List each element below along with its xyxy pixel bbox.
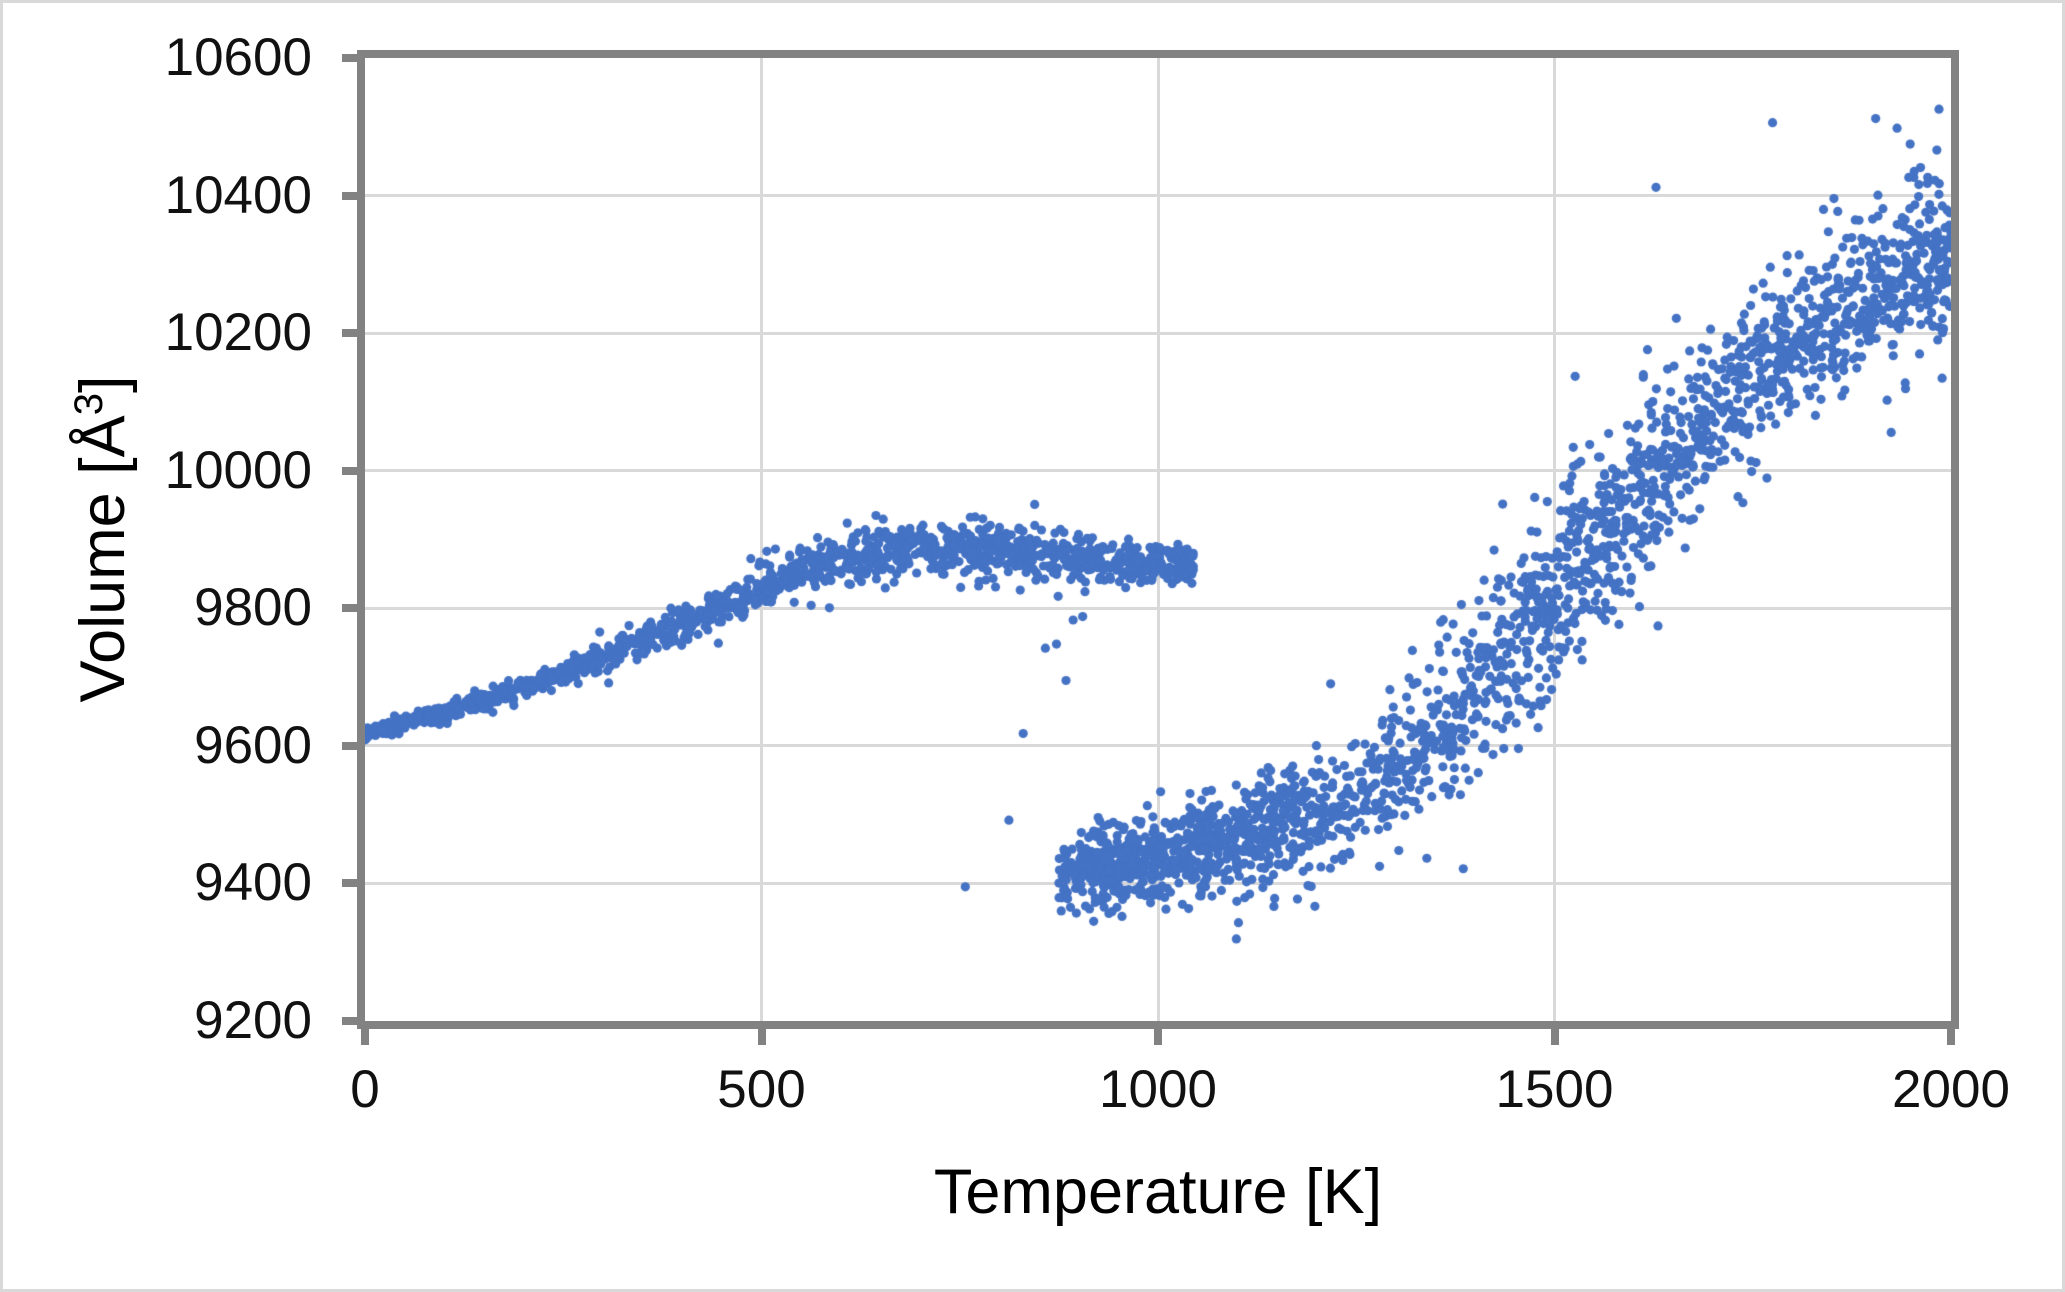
x-axis-tick	[1947, 1029, 1955, 1045]
x-axis-tick	[757, 1029, 766, 1045]
y-axis-title-superscript: 3	[67, 393, 111, 416]
y-axis-tick	[342, 879, 357, 888]
x-tick-label: 500	[717, 1060, 806, 1119]
y-axis-tick	[342, 466, 357, 475]
x-tick-label: 0	[350, 1060, 380, 1119]
y-axis-tick	[342, 604, 357, 613]
y-axis-title-close: ]	[68, 375, 138, 394]
y-axis-tick	[342, 329, 357, 338]
y-axis-title-base: Volume [Å	[68, 415, 138, 703]
x-axis-tick	[361, 1029, 369, 1045]
y-tick-label: 9400	[194, 853, 312, 913]
y-axis-title: Volume [Å3]	[67, 376, 139, 703]
y-tick-label: 10000	[164, 440, 312, 500]
x-tick-label: 1000	[1099, 1060, 1217, 1119]
y-tick-label: 9200	[194, 991, 312, 1050]
x-tick-label: 1500	[1495, 1060, 1614, 1119]
y-axis-tick	[342, 191, 357, 200]
y-axis-tick	[342, 1017, 357, 1025]
y-axis-tick	[342, 54, 357, 62]
x-axis-tick	[1550, 1029, 1559, 1045]
x-tick-label: 2000	[1892, 1060, 2010, 1119]
y-tick-label: 10600	[164, 28, 312, 87]
x-axis-title: Temperature [K]	[933, 1157, 1383, 1227]
y-tick-label: 10200	[164, 303, 312, 363]
scatter-points-canvas	[365, 58, 1951, 1021]
y-tick-label: 9600	[194, 715, 312, 775]
y-tick-label: 10400	[164, 165, 312, 225]
x-axis-tick	[1154, 1029, 1162, 1045]
y-tick-label: 9800	[194, 578, 312, 638]
y-axis-tick	[342, 741, 357, 750]
